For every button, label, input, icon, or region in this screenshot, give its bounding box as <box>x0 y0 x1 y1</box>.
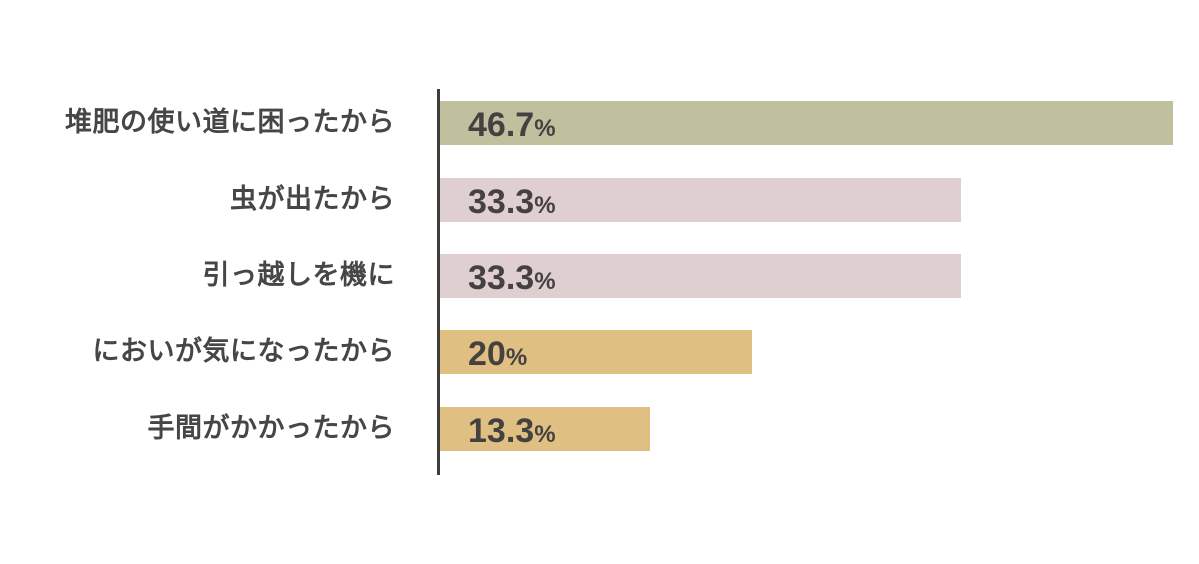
bar <box>440 330 752 374</box>
bar-row: 虫が出たから 33.3% <box>0 178 1199 222</box>
bar <box>440 254 961 298</box>
value-label: 20% <box>468 335 528 373</box>
value-label: 33.3% <box>468 259 556 297</box>
category-label: 引っ越しを機に <box>202 260 395 291</box>
y-axis-line <box>437 89 440 475</box>
category-label: 虫が出たから <box>230 184 395 215</box>
bar-row: 手間がかかったから 13.3% <box>0 407 1199 451</box>
category-label: 手間がかかったから <box>147 413 395 444</box>
bar <box>440 101 1173 145</box>
category-label: 堆肥の使い道に困ったから <box>65 107 395 138</box>
bar <box>440 407 650 451</box>
bar-row: においが気になったから 20% <box>0 330 1199 374</box>
bar-row: 引っ越しを機に 33.3% <box>0 254 1199 298</box>
value-label: 33.3% <box>468 183 556 221</box>
category-label: においが気になったから <box>92 336 395 367</box>
value-label: 13.3% <box>468 412 556 450</box>
bar-row: 堆肥の使い道に困ったから 46.7% <box>0 101 1199 145</box>
bar <box>440 178 961 222</box>
value-label: 46.7% <box>468 106 556 144</box>
